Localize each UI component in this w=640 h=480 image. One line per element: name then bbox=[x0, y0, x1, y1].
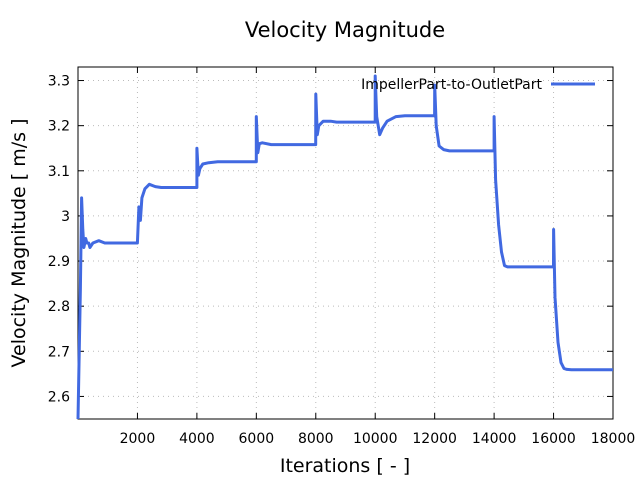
y-axis-ticks: 2.6 2.7 2.8 2.9 3 3.1 3.2 3.3 bbox=[48, 74, 613, 405]
x-tick-label: 8000 bbox=[298, 431, 334, 447]
legend-label: ImpellerPart-to-OutletPart bbox=[361, 77, 542, 93]
y-tick-label: 3.1 bbox=[48, 164, 70, 180]
y-tick-label: 2.9 bbox=[48, 254, 70, 270]
x-tick-label: 4000 bbox=[179, 431, 215, 447]
x-axis-label: Iterations [ - ] bbox=[280, 455, 410, 477]
x-tick-label: 14000 bbox=[472, 431, 517, 447]
x-tick-label: 12000 bbox=[412, 431, 457, 447]
x-axis-ticks: 2000 4000 6000 8000 10000 12000 14000 16000 1800… bbox=[120, 67, 636, 447]
chart-title: Velocity Magnitude bbox=[245, 18, 445, 42]
y-axis-label: Velocity Magnitude [ m/s ] bbox=[8, 119, 30, 368]
y-tick-label: 2.8 bbox=[48, 299, 70, 315]
x-tick-label: 2000 bbox=[120, 431, 156, 447]
x-tick-label: 6000 bbox=[239, 431, 275, 447]
y-tick-label: 2.7 bbox=[48, 344, 70, 360]
x-tick-label: 18000 bbox=[591, 431, 636, 447]
x-tick-label: 10000 bbox=[353, 431, 398, 447]
legend: ImpellerPart-to-OutletPart bbox=[361, 77, 595, 93]
plot-frame bbox=[77, 66, 614, 420]
y-tick-label: 3.2 bbox=[48, 119, 70, 135]
y-tick-label: 3.3 bbox=[48, 74, 70, 90]
y-tick-label: 2.6 bbox=[48, 389, 70, 405]
series-line-impeller-outlet bbox=[76, 74, 613, 420]
y-tick-label: 3 bbox=[61, 209, 70, 225]
x-tick-label: 16000 bbox=[531, 431, 576, 447]
grid-lines bbox=[78, 67, 614, 419]
